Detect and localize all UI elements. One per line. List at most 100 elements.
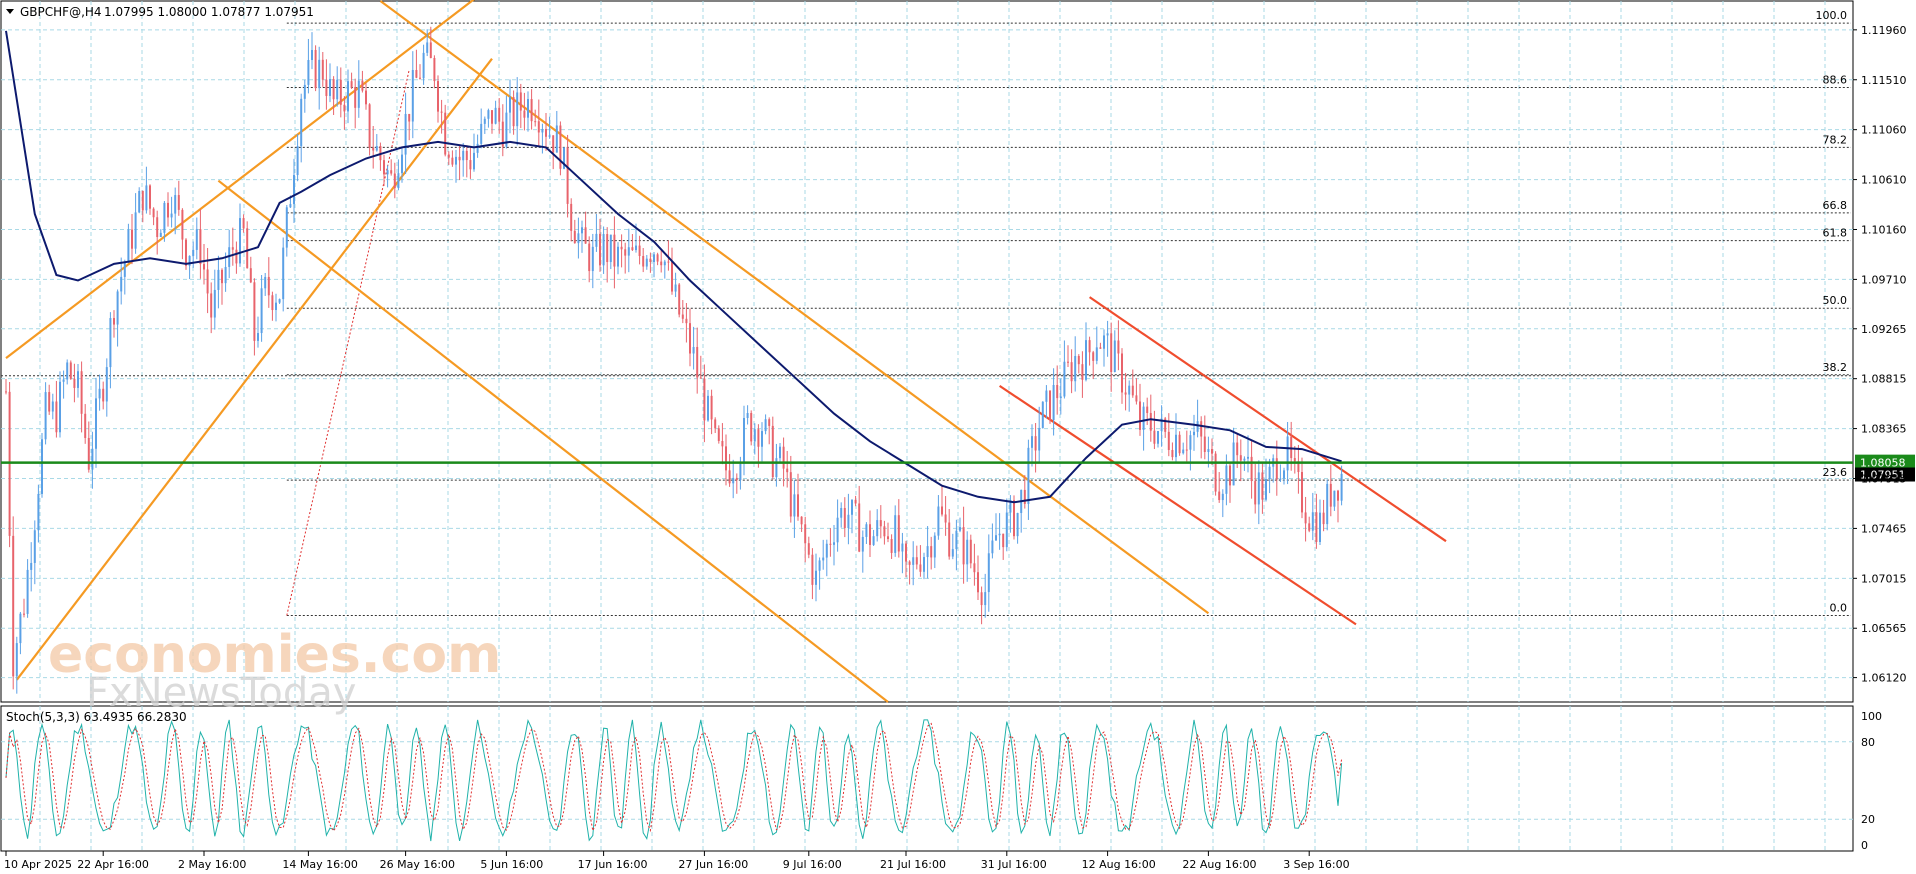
candle-body [473, 152, 475, 170]
candle-body [797, 494, 799, 517]
candle-body [1175, 434, 1177, 458]
main-price-panel[interactable] [0, 0, 1854, 703]
candle-body [1153, 430, 1156, 444]
candle-body [692, 346, 695, 354]
candle-body [613, 234, 616, 267]
candle-body [249, 268, 252, 283]
candle-body [656, 254, 659, 262]
fibonacci-label: 50.0 [1823, 294, 1848, 307]
candle-body [577, 233, 580, 244]
candle-body [876, 520, 879, 537]
price-tick-label: 1.11960 [1861, 24, 1907, 37]
candle-body [350, 81, 353, 88]
price-tick-label: 1.08815 [1861, 373, 1907, 386]
candle-body [1286, 436, 1289, 471]
candle-body [1038, 427, 1041, 451]
candle-body [62, 379, 65, 382]
candle-body [872, 536, 875, 545]
candle-body [995, 535, 997, 541]
trend-channel-line [5, 0, 475, 360]
candle-body [66, 362, 69, 380]
candle-body [113, 318, 115, 325]
stoch-level-label: 80 [1861, 736, 1875, 749]
candle-body [966, 539, 969, 565]
candle-body [869, 524, 871, 545]
candle-body [516, 92, 519, 127]
candle-body [609, 234, 612, 263]
candle-body [33, 530, 36, 563]
candle-body [372, 147, 375, 151]
candle-body [833, 542, 835, 545]
time-tick-label: 3 Sep 16:00 [1283, 858, 1349, 871]
candle-body [606, 234, 609, 263]
candle-body [905, 543, 907, 562]
candle-body [375, 146, 378, 151]
candle-body [138, 190, 141, 213]
candle-body [55, 401, 58, 433]
candle-body [213, 289, 216, 318]
candle-body [681, 314, 684, 319]
candle-body [1261, 472, 1264, 500]
candle-body [1319, 512, 1321, 542]
candle-body [984, 592, 987, 606]
candle-body [523, 110, 526, 118]
candle-body [843, 508, 846, 528]
time-tick-label: 21 Jul 16:00 [880, 858, 946, 871]
candle-body [512, 97, 515, 127]
candle-body [1146, 406, 1149, 414]
candle-body [1034, 436, 1037, 451]
time-tick-label: 12 Aug 16:00 [1082, 858, 1156, 871]
candle-body [98, 388, 101, 399]
candle-body [645, 258, 648, 267]
candle-body [642, 255, 645, 267]
candle-body [145, 185, 148, 211]
candle-body [455, 156, 457, 165]
price-tick-label: 1.07915 [1861, 473, 1907, 486]
candle-body [181, 209, 184, 240]
candle-body [894, 515, 897, 553]
stoch-level-label: 0 [1861, 839, 1868, 852]
candle-body [1239, 455, 1242, 461]
candle-body [714, 419, 717, 429]
candle-body [627, 247, 630, 256]
candle-body [757, 429, 760, 447]
stoch-d-line [5, 722, 1343, 833]
watermark-economies: economies.com [48, 625, 501, 685]
candle-body [1106, 333, 1109, 336]
candle-body [1149, 413, 1152, 431]
candle-body [314, 49, 317, 89]
candle-body [977, 572, 979, 593]
candle-body [897, 515, 900, 552]
candle-body [1164, 418, 1167, 432]
candle-body [77, 371, 79, 388]
current-price-label: 1.07951 [1860, 469, 1906, 482]
candle-body [44, 392, 47, 440]
candle-body [602, 234, 605, 266]
candle-body [1232, 442, 1235, 486]
candle-body [1225, 465, 1228, 494]
candle-body [1214, 453, 1217, 492]
candle-body [419, 77, 421, 79]
candle-body [1045, 390, 1048, 402]
candle-body [19, 613, 22, 644]
stochastic-panel[interactable] [0, 705, 1854, 852]
candle-body [1178, 434, 1181, 454]
candle-body [278, 299, 281, 303]
candle-body [303, 84, 306, 99]
watermark-fxnewstoday: FxNewsToday [86, 670, 356, 716]
candle-body [163, 202, 166, 233]
candle-body [998, 533, 1001, 536]
dropdown-triangle-icon[interactable] [6, 9, 14, 14]
candle-body [933, 535, 936, 558]
candle-body [296, 146, 299, 176]
candle-body [87, 437, 90, 470]
candle-body [696, 346, 699, 378]
candle-body [1211, 449, 1213, 454]
candle-body [725, 446, 727, 471]
candle-body [509, 97, 511, 113]
candle-body [1243, 458, 1246, 461]
candle-body [458, 156, 461, 161]
candle-body [357, 80, 360, 108]
candle-body [825, 543, 828, 558]
